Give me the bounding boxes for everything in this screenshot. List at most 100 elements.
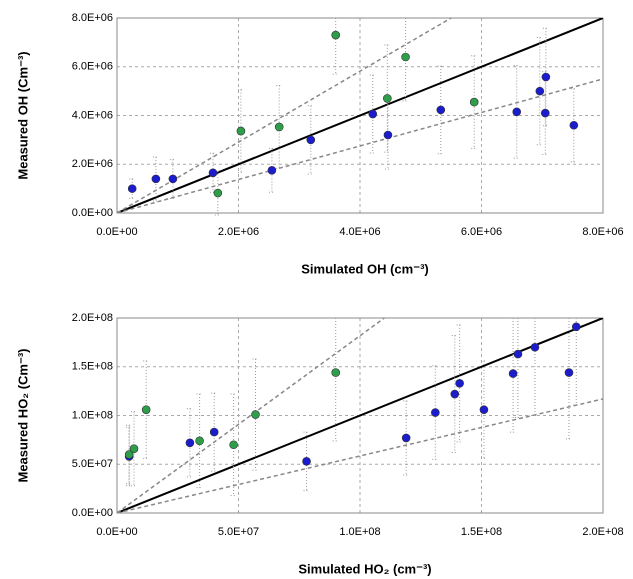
x-tick-label: 1.5E+08 — [461, 526, 502, 538]
data-point — [168, 174, 178, 184]
data-point — [274, 122, 284, 132]
error-bar — [432, 365, 439, 460]
error-bar — [384, 44, 391, 153]
data-point — [513, 349, 523, 359]
data-point — [229, 440, 238, 450]
data-point — [151, 174, 161, 184]
error-bar — [209, 152, 216, 193]
plot-frame — [116, 17, 604, 214]
error-bar — [513, 65, 520, 159]
error-bar — [307, 105, 314, 175]
error-bar — [126, 426, 133, 487]
data-point — [141, 405, 151, 414]
data-point — [331, 30, 341, 40]
data-point — [541, 72, 551, 82]
error-bar — [536, 37, 543, 146]
data-point — [564, 368, 574, 377]
x-tick-label: 0.0E+00 — [96, 226, 137, 238]
data-point — [383, 130, 393, 140]
data-point — [129, 444, 139, 453]
error-bar — [402, 17, 409, 102]
error-bar — [471, 55, 478, 149]
data-point — [455, 379, 464, 388]
data-point — [213, 188, 223, 198]
data-point — [401, 433, 411, 443]
y-tick-label: 6.0E+06 — [72, 61, 113, 73]
data-point — [195, 436, 204, 446]
error-bar — [332, 317, 339, 442]
data-point — [436, 105, 446, 115]
error-bar — [126, 424, 133, 485]
error-bar — [531, 317, 538, 416]
y-axis-title: Measured OH (Cm⁻³) — [15, 51, 30, 179]
x-tick-label: 8.0E+06 — [582, 226, 623, 238]
data-point — [368, 109, 378, 119]
error-bar — [196, 393, 203, 489]
error-bar — [456, 324, 463, 443]
data-point — [540, 108, 550, 118]
x-tick-label: 2.0E+08 — [582, 526, 623, 538]
error-bar — [565, 317, 572, 440]
error-bar — [230, 393, 237, 496]
data-point — [236, 126, 246, 136]
x-tick-label: 4.0E+06 — [339, 226, 380, 238]
error-bar — [169, 158, 176, 199]
reference-line — [117, 318, 603, 513]
data-point — [431, 408, 440, 417]
error-bar — [542, 71, 549, 155]
y-tick-label: 2.0E+08 — [72, 312, 113, 324]
reference-line — [117, 78, 603, 213]
error-bar — [131, 411, 138, 487]
reference-line — [117, 398, 603, 513]
data-point — [267, 166, 277, 175]
x-tick-label: 1.0E+08 — [339, 526, 380, 538]
x-tick-label: 6.0E+06 — [461, 226, 502, 238]
x-axis-title: Simulated OH (cm⁻³) — [301, 261, 429, 276]
data-point — [124, 450, 134, 459]
error-bar — [237, 89, 244, 174]
data-point — [401, 52, 410, 62]
x-tick-label: 5.0E+07 — [218, 526, 259, 538]
y-tick-label: 8.0E+06 — [72, 12, 113, 24]
x-axis-title: Simulated HO₂ (cm⁻³) — [298, 561, 431, 576]
data-point — [512, 107, 522, 117]
error-bar — [514, 317, 521, 418]
error-bar — [276, 85, 283, 169]
error-bar — [303, 431, 310, 492]
y-tick-label: 4.0E+06 — [72, 109, 113, 121]
x-tick-label: 0.0E+00 — [96, 526, 137, 538]
data-point — [535, 86, 545, 96]
error-bar — [403, 400, 410, 476]
x-tick-label: 2.0E+06 — [218, 226, 259, 238]
y-tick-label: 1.0E+08 — [72, 409, 113, 421]
data-point — [571, 322, 581, 332]
data-point — [569, 120, 579, 130]
y-tick-label: 5.0E+07 — [72, 458, 113, 470]
y-tick-label: 0.0E+00 — [72, 207, 113, 219]
reference-line — [117, 18, 603, 213]
data-point — [331, 368, 341, 377]
data-point — [479, 405, 489, 414]
data-point — [383, 94, 392, 103]
data-point — [450, 389, 460, 399]
plot-frame — [116, 317, 604, 514]
error-bar — [451, 335, 458, 454]
error-bar — [573, 317, 580, 406]
data-point — [185, 438, 195, 448]
data-point — [127, 184, 137, 193]
data-point — [209, 427, 219, 437]
y-axis-title: Measured HO₂ (Cm⁻³) — [15, 349, 30, 483]
error-bar — [186, 408, 193, 478]
data-point — [530, 342, 540, 352]
data-point — [208, 168, 218, 178]
y-tick-label: 2.0E+06 — [72, 158, 113, 170]
error-bar — [332, 17, 339, 75]
reference-line — [117, 318, 385, 513]
data-point — [306, 135, 316, 145]
y-tick-label: 1.5E+08 — [72, 361, 113, 373]
error-bar — [252, 358, 259, 471]
y-tick-label: 0.0E+00 — [72, 507, 113, 519]
error-bar — [437, 65, 444, 155]
data-point — [251, 410, 260, 419]
